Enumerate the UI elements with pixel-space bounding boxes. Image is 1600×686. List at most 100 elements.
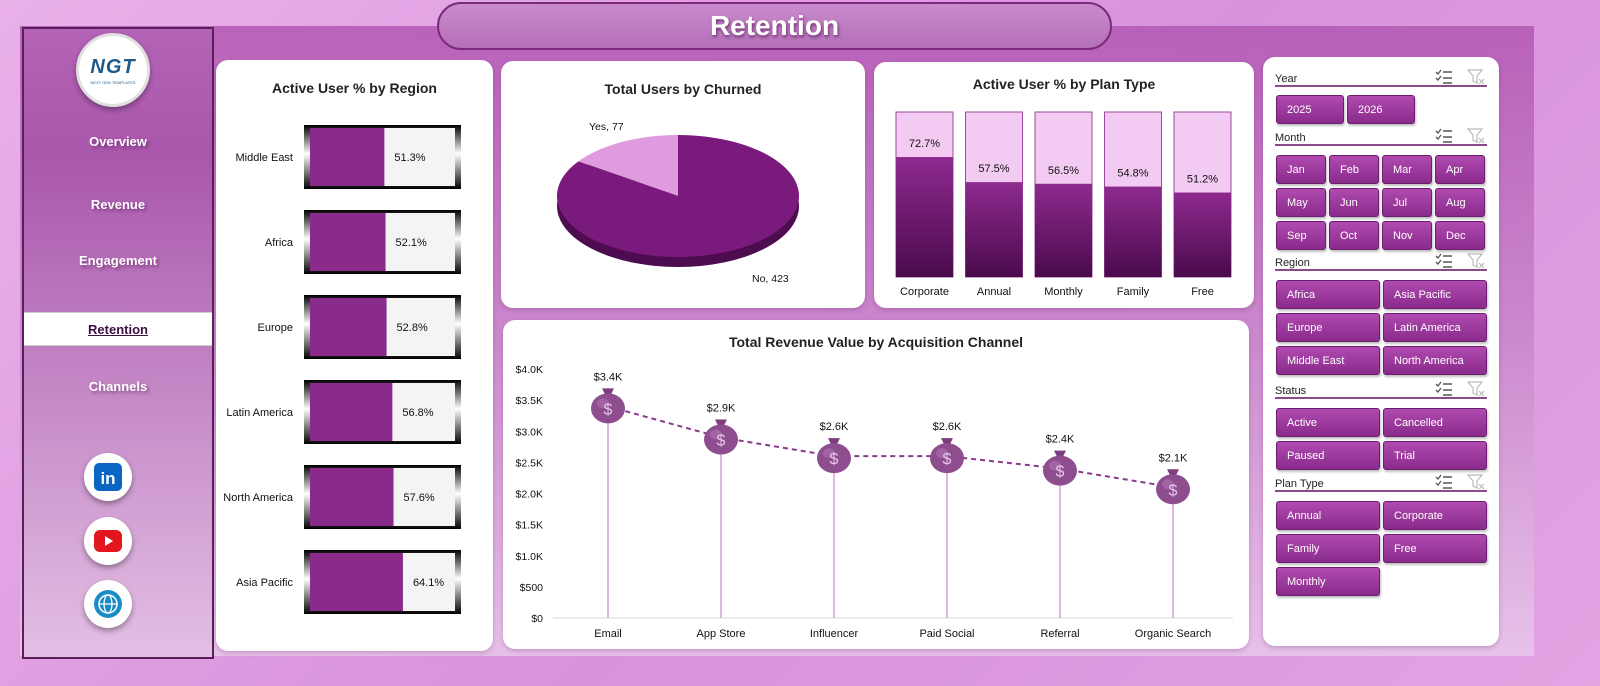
plan-category-label: Monthly [1044,286,1083,298]
region-chart-title: Active User % by Region [272,80,437,96]
region-category-label: Africa [265,237,294,249]
slicer-month-oct[interactable]: Oct [1329,221,1379,250]
y-tick-label: $1.5K [516,520,543,532]
clear-filter-icon[interactable] [1467,474,1485,490]
revenue-series-line [607,405,1174,489]
slicer-region-europe[interactable]: Europe [1276,313,1380,342]
region-bar [310,213,386,271]
slicer-region-north-america[interactable]: North America [1383,346,1487,375]
slicer-region-middle-east[interactable]: Middle East [1276,346,1380,375]
multi-select-icon[interactable] [1435,253,1453,269]
plan-bar [965,182,1023,277]
nav-item-overview[interactable]: Overview [89,133,147,149]
linkedin-button[interactable]: in [84,453,132,501]
clear-filter-icon[interactable] [1467,381,1485,397]
region-chart: Middle East 51.3% Africa 52.1% Europe 52.8% La… [223,125,461,614]
slicer-plan-annual[interactable]: Annual [1276,501,1380,530]
slicer-region-africa[interactable]: Africa [1276,280,1380,309]
region-category-label: Europe [258,322,293,334]
slicer-plan-title: Plan Type [1275,478,1324,490]
logo: NGT NEXT GEN TEMPLATES [76,33,150,107]
plan-bar [896,157,953,277]
region-value-label: 52.1% [396,237,427,249]
slicer-plan-monthly[interactable]: Monthly [1276,567,1380,596]
svg-text:$: $ [604,401,613,418]
region-value-label: 56.8% [402,407,433,419]
slicer-month-jun[interactable]: Jun [1329,188,1379,217]
youtube-icon [94,530,122,552]
channel-category-label: Influencer [810,628,859,640]
slicer-month-aug[interactable]: Aug [1435,188,1485,217]
revenue-value-label: $2.4K [1046,434,1075,446]
channel-category-label: Organic Search [1135,628,1211,640]
slicer-month-dec[interactable]: Dec [1435,221,1485,250]
channel-category-label: Referral [1040,628,1079,640]
multi-select-icon[interactable] [1435,128,1453,144]
slicer-month-may[interactable]: May [1276,188,1326,217]
svg-text:$: $ [943,451,952,468]
slicer-status-header: Status [1275,381,1487,399]
nav-item-retention[interactable]: Retention [24,312,212,346]
y-tick-label: $4.0K [516,364,543,376]
region-bar [310,468,394,526]
slicer-region-asia-pacific[interactable]: Asia Pacific [1383,280,1487,309]
channel-category-label: Email [594,628,622,640]
revenue-value-label: $2.6K [933,421,962,433]
slicer-plan-family[interactable]: Family [1276,534,1380,563]
pie-label-no: No, 423 [752,273,789,285]
multi-select-icon[interactable] [1435,69,1453,85]
slicer-month-sep[interactable]: Sep [1276,221,1326,250]
slicer-status-trial[interactable]: Trial [1383,441,1487,470]
slicer-year-header: Year [1275,69,1487,87]
plan-category-label: Free [1191,286,1214,298]
clear-filter-icon[interactable] [1467,128,1485,144]
plan-category-label: Family [1117,286,1150,298]
slicer-month-nov[interactable]: Nov [1382,221,1432,250]
region-bar [310,383,393,441]
sidebar: NGT NEXT GEN TEMPLATES Overview Revenue … [22,27,214,659]
plan-value-label: 72.7% [909,138,940,150]
page-title: Retention [709,10,840,41]
page-title-banner: Retention [437,2,1112,50]
slicer-year-2025[interactable]: 2025 [1276,95,1344,124]
y-tick-label: $3.0K [516,426,543,438]
slicer-status-paused[interactable]: Paused [1276,441,1380,470]
slicer-year-title: Year [1275,73,1298,85]
website-button[interactable] [84,580,132,628]
channel-chart-card: Total Revenue Value by Acquisition Chann… [503,320,1249,649]
y-tick-label: $0 [531,613,543,625]
plan-value-label: 54.8% [1117,168,1148,180]
y-tick-label: $2.0K [516,489,543,501]
slicer-month-jan[interactable]: Jan [1276,155,1326,184]
slicer-month-title: Month [1275,132,1306,144]
revenue-value-label: $2.9K [707,402,736,414]
pie-slice-no [557,135,799,257]
multi-select-icon[interactable] [1435,474,1453,490]
slicer-region-header: Region [1275,253,1487,271]
slicer-status-title: Status [1275,385,1307,397]
youtube-button[interactable] [84,517,132,565]
region-bar [310,298,387,356]
multi-select-icon[interactable] [1435,381,1453,397]
slicer-month-feb[interactable]: Feb [1329,155,1379,184]
slicer-month-mar[interactable]: Mar [1382,155,1432,184]
nav-item-engagement[interactable]: Engagement [78,252,157,268]
slicer-month-apr[interactable]: Apr [1435,155,1485,184]
slicer-status-active[interactable]: Active [1276,408,1380,437]
nav-item-revenue[interactable]: Revenue [90,196,146,212]
plan-value-label: 56.5% [1048,165,1079,177]
slicer-year-2026[interactable]: 2026 [1347,95,1415,124]
slicer-plan-corporate[interactable]: Corporate [1383,501,1487,530]
clear-filter-icon[interactable] [1467,253,1485,269]
y-tick-label: $2.5K [516,457,543,469]
region-value-label: 52.8% [397,322,428,334]
plan-category-label: Corporate [900,286,949,298]
slicer-region-latin-america[interactable]: Latin America [1383,313,1487,342]
slicer-month-jul[interactable]: Jul [1382,188,1432,217]
nav-item-channels[interactable]: Channels [88,378,148,394]
slicer-month-header: Month [1275,128,1487,146]
clear-filter-icon[interactable] [1467,69,1485,85]
money-bag-icon: $ [1043,450,1077,486]
slicer-plan-free[interactable]: Free [1383,534,1487,563]
slicer-status-cancelled[interactable]: Cancelled [1383,408,1487,437]
